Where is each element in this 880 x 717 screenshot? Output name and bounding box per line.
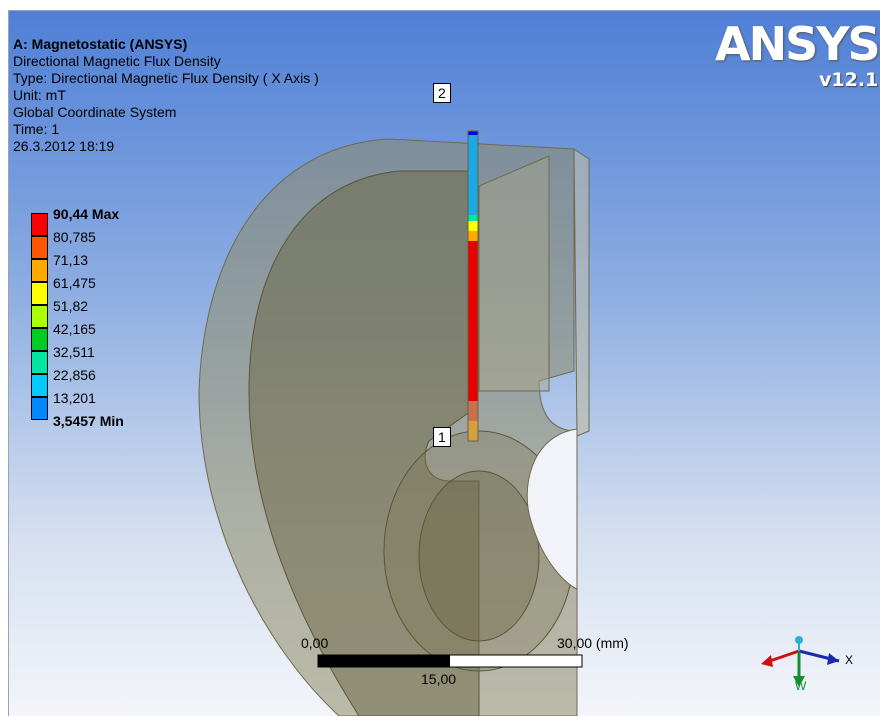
- bore-cutout-shape: [526, 428, 578, 590]
- legend-swatch: [31, 236, 48, 259]
- side-plate-shape: [573, 148, 590, 437]
- scale-end-label: 30,00 (mm): [557, 635, 629, 651]
- legend-label: 80,785: [53, 229, 96, 245]
- graphics-viewport[interactable]: A: Magnetostatic (ANSYS) Directional Mag…: [8, 10, 880, 716]
- legend-swatch: [31, 328, 48, 351]
- model-geometry[interactable]: [9, 11, 880, 716]
- legend-swatch: [31, 305, 48, 328]
- legend-swatch: [31, 374, 48, 397]
- scale-mid-label: 15,00: [421, 671, 457, 687]
- legend-swatch: [31, 282, 48, 305]
- legend-swatch: [31, 213, 48, 236]
- scale-bar-graphic: [317, 654, 583, 668]
- triad-w-label: W: [795, 679, 807, 693]
- legend-label: 71,13: [53, 252, 89, 268]
- legend-label: 42,165: [53, 321, 96, 337]
- bore-inner-shape: [418, 470, 540, 642]
- result-time: Time: 1: [13, 121, 60, 137]
- legend-min-label: 3,5457 Min: [53, 413, 124, 429]
- version-label: v12.1: [819, 69, 879, 91]
- legend-label: 22,856: [53, 367, 96, 383]
- ansys-logo: ANSYS: [715, 17, 880, 71]
- triad-x-label: X: [845, 653, 854, 667]
- legend-max-label: 90,44 Max: [53, 206, 120, 222]
- result-timestamp: 26.3.2012 18:19: [13, 138, 115, 154]
- legend-swatch: [31, 397, 48, 420]
- result-name: Directional Magnetic Flux Density: [13, 53, 221, 69]
- result-type: Type: Directional Magnetic Flux Density …: [13, 70, 319, 86]
- coordinate-system: Global Coordinate System: [13, 104, 177, 120]
- legend-swatch: [31, 351, 48, 374]
- scale-start-label: 0,00: [301, 635, 329, 651]
- probe-label-1[interactable]: 1: [433, 427, 451, 447]
- legend-label: 51,82: [53, 298, 89, 314]
- coordinate-triad: [761, 636, 840, 687]
- path-result-bar: [467, 130, 479, 442]
- legend-label: 13,201: [53, 390, 96, 406]
- result-unit: Unit: mT: [13, 87, 66, 103]
- legend-swatch: [31, 259, 48, 282]
- result-title: A: Magnetostatic (ANSYS): [13, 36, 188, 52]
- legend-label: 32,511: [53, 344, 95, 360]
- ring-slot-shape: [478, 155, 550, 392]
- probe-label-2[interactable]: 2: [433, 83, 451, 103]
- legend-label: 61,475: [53, 275, 96, 291]
